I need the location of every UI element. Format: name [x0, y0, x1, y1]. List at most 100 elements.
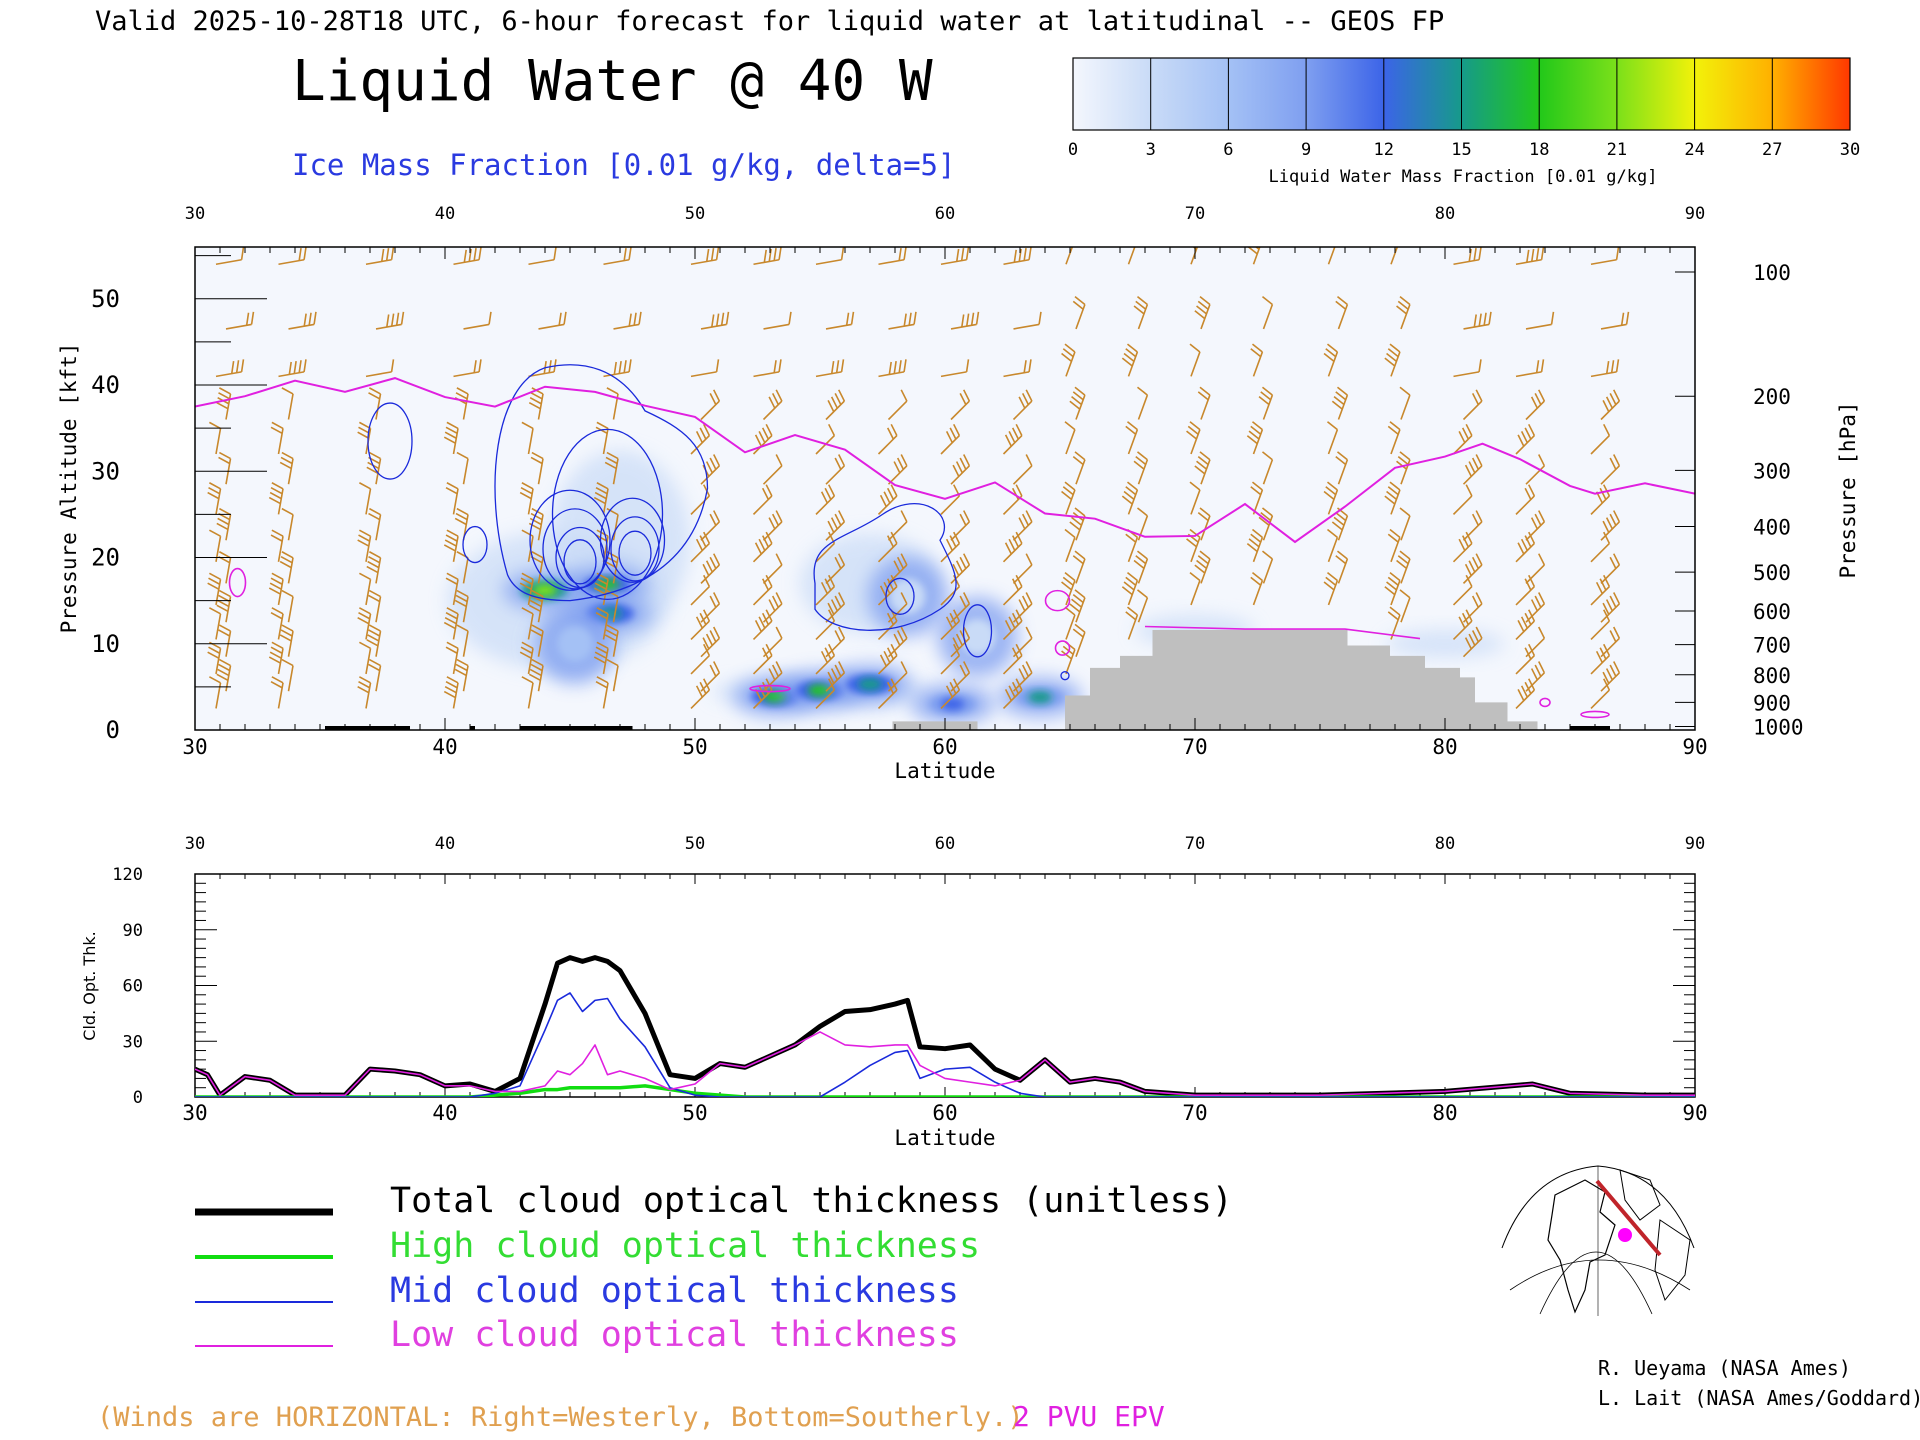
wind-barb-flag — [824, 578, 832, 591]
wind-barb-flag — [965, 247, 970, 260]
wind-barb-flag — [1483, 312, 1487, 326]
wind-barb-flag — [207, 582, 220, 590]
wind-barb-flag — [530, 512, 543, 521]
wind-barb-flag — [271, 572, 284, 581]
wind-barb — [606, 507, 619, 541]
wind-barb-flag — [209, 482, 221, 490]
bottom-y-tick-label: 30 — [123, 1032, 143, 1052]
wind-barb — [453, 359, 482, 378]
wind-barb-flag — [594, 491, 607, 500]
wind-barb — [1323, 343, 1339, 377]
wind-barb-flag — [838, 626, 846, 639]
colorbar-tick-label: 21 — [1607, 140, 1627, 160]
wind-barb-flag — [1335, 512, 1347, 522]
wind-barb-flag — [908, 312, 912, 326]
wind-barb-flag — [638, 311, 642, 325]
wind-barb-flag — [1018, 396, 1026, 409]
wind-barb-flag — [369, 624, 381, 632]
wind-barb — [815, 574, 836, 606]
wind-barb-flag — [269, 491, 282, 500]
wind-barb-flag — [1473, 247, 1477, 261]
wind-barb-flag — [359, 421, 371, 430]
wind-barb-flag — [761, 647, 770, 660]
wind-barb-flag — [395, 312, 400, 326]
wind-barb — [365, 359, 395, 378]
wind-barb — [521, 607, 534, 640]
wind-barb-flag — [357, 616, 370, 625]
wind-barb-flag — [1021, 392, 1030, 406]
wind-barb-flag — [1025, 661, 1033, 674]
wind-barb-flag — [240, 247, 245, 260]
wind-barb-flag — [357, 539, 370, 547]
wind-barb-flag — [1025, 592, 1033, 605]
wind-barb-shaft — [690, 495, 710, 515]
wind-barb-shaft — [1525, 564, 1545, 584]
wind-barb-flag — [455, 392, 468, 400]
wind-barb-flag — [1397, 455, 1409, 466]
wind-barb — [1515, 678, 1536, 710]
wind-barb — [762, 626, 783, 658]
wind-barb-flag — [1471, 630, 1480, 643]
wind-barb-flag — [888, 361, 892, 375]
wind-barb-flag — [1524, 578, 1532, 591]
wind-barb-flag — [695, 616, 704, 629]
wind-barb-flag — [1135, 555, 1147, 565]
wind-barb — [1590, 531, 1611, 563]
wind-barb — [825, 454, 846, 485]
wind-barb-shaft — [1065, 537, 1076, 563]
wind-barb — [603, 247, 632, 266]
wind-barb-flag — [834, 595, 842, 608]
wind-barb-flag — [368, 555, 381, 564]
wind-barb-flag — [963, 592, 971, 605]
wind-barb-flag — [775, 626, 783, 639]
wind-barb-flag — [1528, 678, 1536, 691]
wind-barb-shaft — [1262, 304, 1274, 330]
liquid-water-core — [858, 678, 882, 691]
wind-barb-shaft — [1590, 542, 1610, 563]
wind-barb-flag — [269, 582, 282, 590]
wind-barb — [1335, 296, 1349, 330]
top-x-tick-label: 90 — [1682, 735, 1707, 759]
wind-barb-flag — [1186, 538, 1197, 548]
legend-high: High cloud optical thickness — [390, 1226, 980, 1266]
wind-barb-flag — [1248, 247, 1260, 250]
bottom-xlabel: Latitude — [894, 1126, 995, 1150]
wind-barb-shaft — [815, 689, 835, 710]
wind-barb-flag — [521, 421, 534, 430]
wind-barb-flag — [890, 678, 898, 691]
wind-barb-flag — [605, 456, 618, 465]
wind-barb-flag — [1064, 343, 1076, 353]
wind-barb-flag — [1187, 237, 1200, 245]
wind-barb-flag — [1011, 681, 1020, 694]
wind-barb-flag — [298, 247, 302, 261]
wind-barb-flag — [1465, 531, 1473, 544]
wind-barb-flag — [715, 313, 720, 327]
wind-barb-flag — [1520, 616, 1529, 629]
colorbar-tick-label: 15 — [1451, 140, 1471, 160]
wind-barb-flag — [1613, 592, 1621, 605]
wind-barb-shaft — [690, 371, 717, 378]
wind-barb-flag — [838, 661, 846, 674]
wind-barb-flag — [1471, 513, 1480, 526]
wind-barb-flag — [1061, 490, 1072, 500]
wind-barb-flag — [303, 247, 307, 260]
wind-barb-flag — [530, 663, 543, 672]
wind-barb — [1590, 643, 1611, 675]
wind-barb — [593, 641, 609, 675]
wind-barb-flag — [838, 454, 846, 467]
wind-barb — [1600, 553, 1621, 584]
wind-barb-flag — [713, 510, 721, 523]
wind-barb — [1121, 343, 1139, 377]
wind-barb-shaft — [287, 665, 294, 692]
wind-barb-flag — [827, 671, 835, 684]
wind-barb-flag — [709, 664, 717, 677]
wind-barb-flag — [713, 592, 721, 605]
wind-barb-flag — [900, 389, 908, 402]
wind-barb — [825, 389, 846, 421]
wind-barb-flag — [1136, 550, 1148, 560]
wind-barb-flag — [628, 359, 632, 372]
wind-barb-flag — [1062, 348, 1074, 358]
wind-barb-flag — [710, 247, 715, 261]
wind-barb-flag — [1528, 574, 1536, 587]
wind-barb — [1515, 359, 1545, 378]
